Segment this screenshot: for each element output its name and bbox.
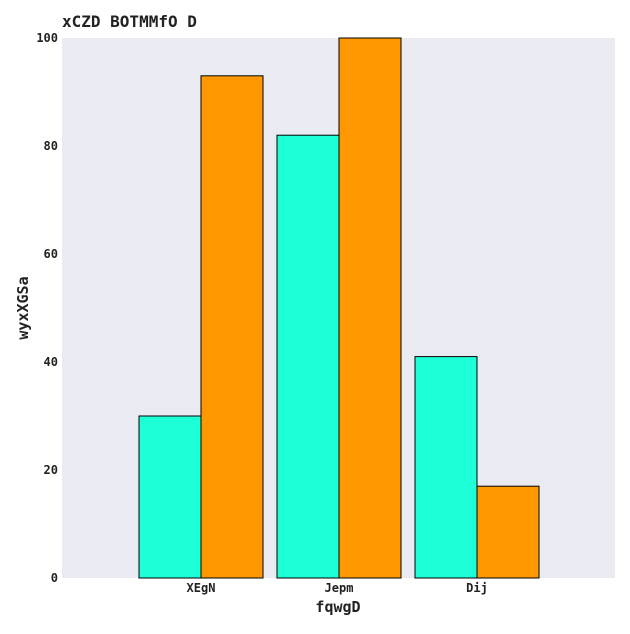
y-tick-label: 100 bbox=[36, 31, 58, 45]
y-tick-label: 20 bbox=[44, 463, 58, 477]
y-tick-label: 60 bbox=[44, 247, 58, 261]
bar-XEgN-series-1 bbox=[138, 415, 202, 579]
x-axis-label: fqwgD bbox=[315, 598, 360, 616]
x-tick-label: Jepm bbox=[325, 581, 354, 595]
chart-title: xCZD BOTMMfO D bbox=[62, 12, 197, 31]
x-tick-label: Dij bbox=[466, 581, 488, 595]
y-axis-label: wyxXGSa bbox=[14, 276, 32, 339]
bar-XEgN-series-2 bbox=[200, 75, 264, 579]
y-tick-label: 40 bbox=[44, 355, 58, 369]
y-tick-label: 80 bbox=[44, 139, 58, 153]
x-tick-label: XEgN bbox=[187, 581, 216, 595]
bars-layer bbox=[138, 37, 540, 579]
bar-Jepm-series-1 bbox=[276, 134, 340, 579]
x-axis-ticks: XEgN Jepm Dij bbox=[187, 581, 488, 595]
y-tick-label: 0 bbox=[51, 571, 58, 585]
bar-Jepm-series-2 bbox=[338, 37, 402, 579]
bar-Dij-series-2 bbox=[476, 485, 540, 579]
y-axis-ticks: 0 20 40 60 80 100 bbox=[36, 31, 58, 585]
bar-Dij-series-1 bbox=[414, 356, 478, 579]
